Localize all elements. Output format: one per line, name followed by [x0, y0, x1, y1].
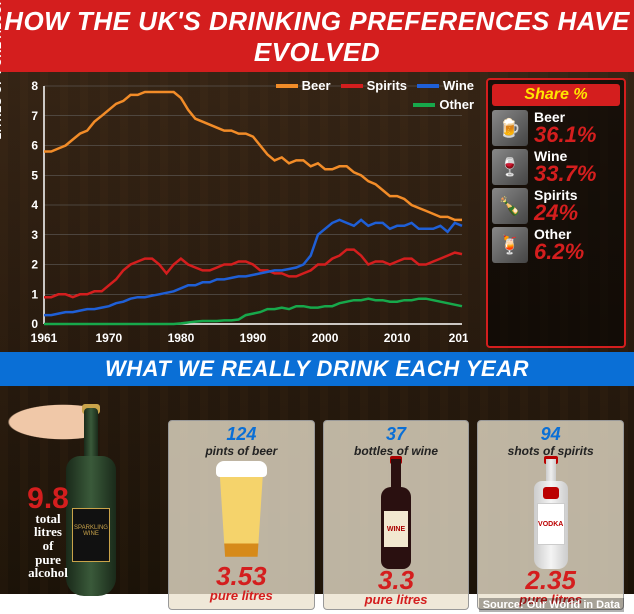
total-text: 9.8 total litres of pure alcohol [12, 485, 84, 580]
pint-icon [212, 467, 270, 557]
svg-text:3: 3 [31, 228, 38, 242]
subtitle: WHAT WE REALLY DRINK EACH YEAR [0, 356, 634, 382]
share-row-beer: 🍺Beer36.1% [492, 110, 620, 146]
share-row-other: 🍹Other6.2% [492, 227, 620, 263]
share-row-wine: 🍷Wine33.7% [492, 149, 620, 185]
line-chart: 0 1 2 3 4 5 6 7 8 1961 1970 1980 1990 2000 2010 2019 [8, 78, 468, 346]
svg-text:1970: 1970 [96, 331, 123, 345]
share-panel: Share % 🍺Beer36.1%🍷Wine33.7%🍾Spirits24%🍹… [486, 78, 626, 348]
legend-item-beer: Beer [276, 78, 331, 93]
share-row-spirits: 🍾Spirits24% [492, 188, 620, 224]
svg-text:8: 8 [31, 79, 38, 93]
share-icon: 🍾 [492, 188, 528, 224]
legend: Beer Spirits Wine Other [274, 78, 474, 112]
svg-text:2010: 2010 [384, 331, 411, 345]
series-other [44, 299, 462, 324]
svg-text:5: 5 [31, 168, 38, 182]
series-spirits [44, 250, 462, 298]
svg-text:6: 6 [31, 139, 38, 153]
svg-text:1961: 1961 [31, 331, 58, 345]
svg-text:7: 7 [31, 109, 38, 123]
vodka-bottle-icon: VODKA [534, 459, 568, 569]
beer-card: 124pints of beer 3.53pure litres [168, 420, 315, 610]
main-title: HOW THE UK'S DRINKING PREFERENCES HAVE E… [0, 6, 634, 68]
subtitle-band: WHAT WE REALLY DRINK EACH YEAR [0, 352, 634, 386]
wine-bottle-icon: WINE [381, 459, 411, 569]
share-icon: 🍹 [492, 227, 528, 263]
svg-text:2019: 2019 [449, 331, 468, 345]
title-band: HOW THE UK'S DRINKING PREFERENCES HAVE E… [0, 0, 634, 72]
total-block: SPARKLING WINE 9.8 total litres of pure … [10, 394, 160, 610]
share-icon: 🍷 [492, 149, 528, 185]
legend-item-spirits: Spirits [341, 78, 407, 93]
wine-card: 37bottles of wine WINE 3.3pure litres [323, 420, 470, 610]
svg-text:1980: 1980 [168, 331, 195, 345]
svg-text:1990: 1990 [240, 331, 267, 345]
total-value: 9.8 [12, 485, 84, 512]
legend-item-wine: Wine [417, 78, 474, 93]
svg-text:1: 1 [31, 287, 38, 301]
bottom-area: SPARKLING WINE 9.8 total litres of pure … [0, 386, 634, 614]
svg-text:0: 0 [31, 317, 38, 331]
share-header: Share % [492, 84, 620, 106]
legend-item-other: Other [413, 97, 474, 112]
source-text: Source: Our World in Data [479, 598, 624, 612]
svg-text:4: 4 [31, 198, 38, 212]
line-chart-container: LITRES OF PURE ALCOHOL BeerSpiritsWineOt… [8, 78, 480, 348]
y-axis-label: LITRES OF PURE ALCOHOL [0, 0, 4, 139]
chart-area: LITRES OF PURE ALCOHOL BeerSpiritsWineOt… [8, 78, 626, 348]
svg-text:2: 2 [31, 258, 38, 272]
share-icon: 🍺 [492, 110, 528, 146]
svg-text:2000: 2000 [312, 331, 339, 345]
spirits-card: 94shots of spirits VODKA 2.35pure litres [477, 420, 624, 610]
